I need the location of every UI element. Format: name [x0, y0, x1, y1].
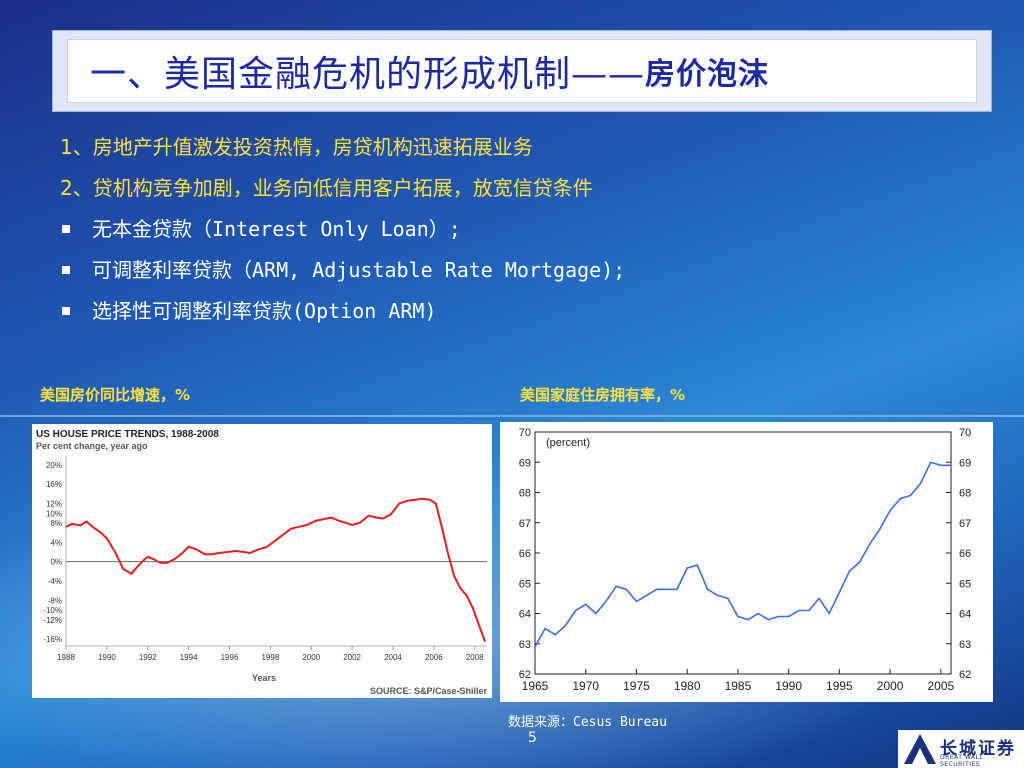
- house-price-chart: US HOUSE PRICE TRENDS, 1988-2008 Per cen…: [32, 424, 492, 698]
- title-frame: 一、美国金融危机的形成机制—— 房价泡沫: [52, 30, 992, 112]
- chart1-x-tick-label: 1990: [98, 653, 116, 662]
- chart2-y-tick-label-left: 67: [519, 518, 531, 530]
- chart1-x-tick-label: 1998: [261, 653, 279, 662]
- chart2-x-tick-label: 1995: [826, 679, 853, 693]
- divider-line: [0, 415, 1024, 417]
- chart1-y-tick-label: 8%: [50, 519, 62, 528]
- chart1-subtitle: Per cent change, year ago: [36, 441, 148, 451]
- chart2-title: (percent): [546, 437, 590, 449]
- chart2-y-tick-label-left: 65: [519, 578, 531, 590]
- chart1-y-tick-label: -4%: [48, 577, 62, 586]
- chart2-x-tick-label: 1975: [623, 679, 650, 693]
- caption-home-ownership: 美国家庭住房拥有率，%: [520, 386, 686, 404]
- square-bullet-icon: [62, 224, 70, 233]
- home-ownership-chart-svg: (percent) 62 62 63 63 64 64 65 65 66 66 67 67 68 68 69…: [519, 427, 972, 693]
- chart2-x-tick-label: 1990: [775, 679, 802, 693]
- chart2-y-tick-label-right: 65: [959, 578, 971, 590]
- chart2-y-tick-label-right: 64: [959, 609, 971, 621]
- chart1-x-tick-label: 1996: [221, 653, 239, 662]
- point-3: 无本金贷款（Interest Only Loan）;: [60, 212, 960, 253]
- chart2-y-tick-label-right: 67: [959, 518, 971, 530]
- chart1-y-tick-label: -8%: [48, 596, 62, 605]
- chart2-y-tick-label-right: 70: [959, 427, 971, 439]
- chart2-y-tick-label-left: 64: [519, 609, 531, 621]
- square-bullet-icon: [62, 306, 70, 315]
- chart1-y-tick-label: 12%: [46, 500, 62, 509]
- point-4: 可调整利率贷款（ARM, Adjustable Rate Mortgage);: [60, 253, 960, 294]
- page-number: 5: [528, 730, 537, 746]
- chart1-x-tick-label: 2004: [384, 653, 402, 662]
- chart1-series-line: [65, 497, 486, 642]
- point-2: 2、贷机构竞争加剧，业务向低信用客户拓展，放宽信贷条件: [60, 171, 960, 212]
- chart2-x-tick-label: 2000: [877, 679, 904, 693]
- chart2-x-tick-label: 1970: [572, 679, 599, 693]
- page-title: 一、美国金融危机的形成机制—— 房价泡沫: [67, 39, 977, 103]
- source-note: 数据来源：Cesus Bureau: [508, 715, 667, 730]
- chart2-y-tick-label-right: 68: [959, 488, 971, 500]
- bullet-list: 1、房地产升值激发投资热情，房贷机构迅速拓展业务 2、贷机构竞争加剧，业务向低信…: [60, 130, 960, 335]
- chart1-x-tick-label: 2000: [302, 653, 320, 662]
- point-5: 选择性可调整利率贷款(Option ARM): [60, 294, 960, 335]
- chart1-x-tick-label: 2008: [466, 653, 484, 662]
- chart2-y-tick-label-left: 69: [519, 457, 531, 469]
- square-bullet-icon: [62, 265, 70, 274]
- home-ownership-chart: (percent) 62 62 63 63 64 64 65 65 66 66 67 67 68 68 69…: [500, 422, 993, 702]
- chart1-y-tick-label: 10%: [46, 509, 62, 518]
- point-1-text: 1、房地产升值激发投资热情，房贷机构迅速拓展业务: [60, 135, 533, 159]
- chart1-y-tick-label: -12%: [43, 616, 62, 625]
- chart2-x-tick-label: 1985: [725, 679, 752, 693]
- chart1-x-tick-label: 2006: [425, 653, 443, 662]
- chart1-x-tick-label: 1988: [57, 653, 75, 662]
- house-price-chart-svg: US HOUSE PRICE TRENDS, 1988-2008 Per cen…: [36, 429, 488, 696]
- chart2-y-tick-label-left: 66: [519, 548, 531, 560]
- point-1: 1、房地产升值激发投资热情，房贷机构迅速拓展业务: [60, 130, 960, 171]
- logo-cn: 长城证券: [940, 739, 1016, 759]
- chart2-series-line: [534, 461, 951, 648]
- chart1-x-tick-label: 1994: [180, 653, 198, 662]
- chart2-y-tick-label-left: 63: [519, 639, 531, 651]
- chart2-x-tick-label: 1965: [522, 679, 549, 693]
- chart2-y-tick-label-right: 63: [959, 639, 971, 651]
- point-5-text: 选择性可调整利率贷款(Option ARM): [92, 299, 437, 323]
- point-2-text: 2、贷机构竞争加剧，业务向低信用客户拓展，放宽信贷条件: [60, 176, 593, 200]
- chart1-y-tick-label: 0%: [50, 558, 62, 567]
- chart1-y-tick-label: 4%: [50, 538, 62, 547]
- chart1-y-tick-label: -10%: [43, 606, 62, 615]
- chart1-x-tick-label: 1992: [139, 653, 157, 662]
- chart2-y-tick-label-left: 68: [519, 488, 531, 500]
- chart2-y-tick-label-right: 62: [959, 669, 971, 681]
- chart2-x-tick-label: 1980: [674, 679, 701, 693]
- logo-en: GREAT WALL SECURITIES: [940, 754, 984, 768]
- company-logo: 长城证券 GREAT WALL SECURITIES: [898, 730, 1024, 768]
- great-wall-logo-icon: [904, 734, 936, 764]
- chart2-x-tick-label: 2005: [928, 679, 955, 693]
- chart2-y-tick-label-left: 70: [519, 427, 531, 439]
- chart1-y-tick-label: 20%: [46, 461, 62, 470]
- title-sub: 房价泡沫: [645, 57, 770, 92]
- chart2-y-tick-label-left: 62: [519, 669, 531, 681]
- chart2-y-tick-label-right: 66: [959, 548, 971, 560]
- point-3-text: 无本金贷款（Interest Only Loan）;: [92, 217, 461, 241]
- chart1-title: US HOUSE PRICE TRENDS, 1988-2008: [36, 429, 219, 440]
- point-4-text: 可调整利率贷款（ARM, Adjustable Rate Mortgage);: [92, 258, 626, 282]
- chart2-y-tick-label-right: 69: [959, 457, 971, 469]
- chart2-frame: [534, 431, 952, 675]
- chart1-x-tick-label: 2002: [343, 653, 361, 662]
- chart1-xlabel: Years: [252, 673, 276, 683]
- caption-house-price: 美国房价同比增速，%: [40, 386, 191, 404]
- chart1-y-tick-label: 16%: [46, 480, 62, 489]
- chart1-source: SOURCE: S&P/Case-Shiller: [370, 686, 488, 696]
- chart1-y-tick-label: -16%: [43, 635, 62, 644]
- title-main: 一、美国金融危机的形成机制——: [90, 54, 646, 95]
